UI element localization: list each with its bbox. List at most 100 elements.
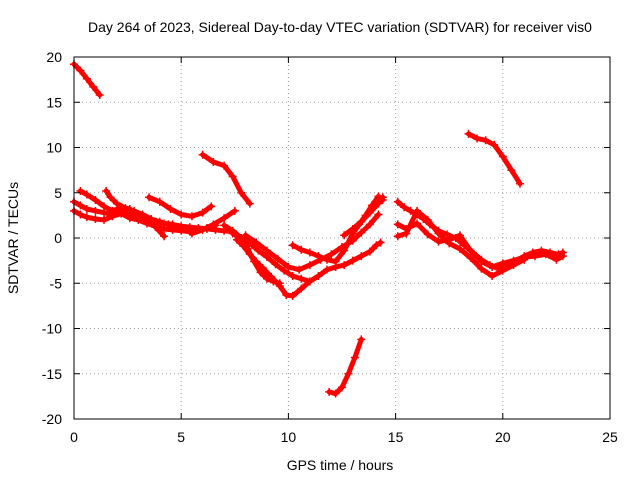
series-track-7: [187, 206, 239, 238]
data-point: [473, 134, 482, 143]
data-point: [82, 190, 91, 199]
y-tick-label: 20: [46, 49, 62, 65]
data-point: [365, 220, 374, 229]
data-point: [151, 223, 160, 232]
data-point: [488, 272, 497, 281]
data-point: [331, 389, 340, 398]
data-point: [147, 214, 156, 223]
data-point: [76, 201, 85, 210]
data-point: [340, 246, 349, 255]
data-point: [445, 239, 454, 248]
x-axis-label: GPS time / hours: [287, 457, 394, 473]
data-point: [331, 257, 340, 266]
data-point: [252, 238, 261, 247]
data-point: [187, 212, 196, 221]
data-point: [220, 221, 229, 230]
data-point: [338, 383, 346, 392]
data-point: [402, 229, 411, 238]
data-point: [209, 220, 218, 229]
data-point: [434, 229, 443, 238]
data-point: [297, 284, 306, 293]
data-point: [393, 220, 402, 229]
data-point: [507, 166, 516, 175]
data-point: [357, 252, 366, 261]
data-point: [160, 232, 169, 241]
data-point: [322, 265, 331, 274]
data-point: [228, 229, 237, 238]
data-point: [288, 272, 297, 281]
data-point: [177, 210, 186, 219]
data-point: [515, 179, 524, 188]
y-tick-label: 10: [46, 140, 62, 156]
data-point: [490, 140, 499, 149]
data-point: [232, 235, 241, 244]
data-point: [297, 274, 306, 283]
y-tick-label: -15: [42, 366, 62, 382]
data-point: [91, 195, 100, 204]
data-point: [91, 214, 100, 223]
data-point: [258, 263, 267, 272]
series-track-line: [243, 212, 381, 273]
data-point: [443, 230, 452, 239]
series-track-12: [241, 210, 383, 274]
data-point: [245, 250, 254, 259]
data-point: [138, 210, 147, 219]
data-point: [400, 203, 409, 212]
data-point: [378, 193, 387, 202]
data-point: [187, 229, 196, 238]
data-point: [322, 255, 331, 264]
x-tick-label: 20: [495, 429, 511, 445]
data-point: [423, 230, 432, 239]
data-point: [220, 214, 229, 223]
series-track-19: [464, 129, 524, 188]
data-point: [256, 268, 265, 277]
data-point: [155, 197, 164, 206]
x-tick-label: 5: [177, 429, 185, 445]
data-point: [455, 231, 464, 240]
data-point: [498, 152, 507, 161]
series-track-6: [145, 193, 216, 221]
data-point: [464, 129, 473, 138]
data-point: [108, 206, 117, 215]
data-point: [239, 242, 248, 251]
data-point: [207, 202, 216, 211]
data-point: [145, 193, 154, 202]
data-point: [209, 157, 218, 166]
data-point: [466, 253, 475, 262]
series-track-18: [393, 206, 529, 281]
x-tick-label: 25: [602, 429, 618, 445]
data-point: [481, 136, 490, 145]
data-point: [82, 205, 91, 214]
data-point: [160, 224, 169, 233]
data-point: [477, 264, 486, 273]
data-point: [125, 214, 134, 223]
data-point: [155, 217, 164, 226]
data-point: [220, 161, 229, 170]
data-point: [423, 215, 432, 224]
data-point: [374, 199, 383, 208]
data-point: [413, 219, 422, 228]
data-point: [530, 252, 539, 261]
data-point: [275, 281, 284, 290]
data-point: [288, 241, 297, 250]
data-point: [488, 262, 497, 271]
data-point: [295, 265, 304, 274]
series-track-line: [200, 152, 253, 207]
y-tick-label: 15: [46, 94, 62, 110]
data-point: [340, 231, 349, 240]
x-tick-label: 0: [70, 429, 78, 445]
data-point: [340, 261, 349, 270]
data-point: [130, 206, 139, 215]
data-point: [357, 228, 366, 237]
data-point: [314, 252, 323, 261]
data-point: [541, 250, 550, 259]
data-point: [262, 246, 271, 255]
data-point: [91, 206, 100, 215]
series-track-15: [325, 335, 366, 398]
data-point: [357, 217, 366, 226]
y-tick-label: -20: [42, 411, 62, 427]
chart-title: Day 264 of 2023, Sidereal Day-to-day VTE…: [88, 19, 592, 35]
grid: [74, 57, 610, 419]
data-point: [198, 150, 207, 159]
data-point: [267, 272, 276, 281]
